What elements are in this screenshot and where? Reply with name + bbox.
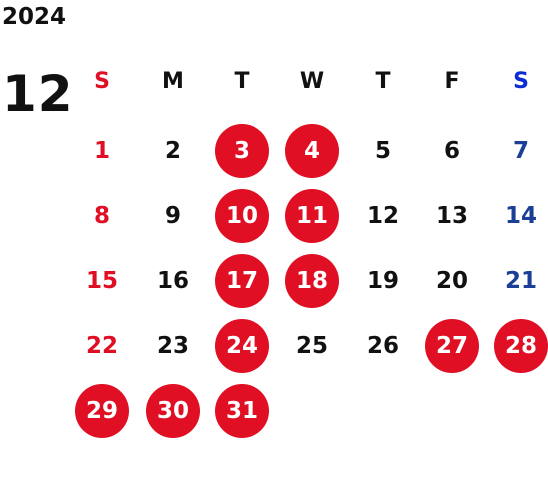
day-8[interactable]: 8: [93, 203, 110, 229]
month-label: 12: [2, 65, 74, 123]
day-6[interactable]: 6: [443, 138, 460, 164]
day-13[interactable]: 13: [435, 203, 468, 229]
day-19[interactable]: 19: [366, 268, 399, 294]
weekday-tuesday: T: [234, 68, 250, 94]
day-28[interactable]: 28: [494, 319, 548, 373]
day-27[interactable]: 27: [425, 319, 479, 373]
day-17[interactable]: 17: [215, 254, 269, 308]
day-12[interactable]: 12: [366, 203, 399, 229]
weekday-saturday: S: [513, 68, 529, 94]
day-21[interactable]: 21: [504, 268, 537, 294]
weekday-thursday: T: [375, 68, 391, 94]
day-30[interactable]: 30: [146, 384, 200, 438]
weekday-sunday: S: [94, 68, 110, 94]
day-26[interactable]: 26: [366, 333, 399, 359]
day-1[interactable]: 1: [93, 138, 110, 164]
day-31[interactable]: 31: [215, 384, 269, 438]
day-9[interactable]: 9: [164, 203, 181, 229]
weekday-wednesday: W: [299, 68, 325, 94]
day-3[interactable]: 3: [215, 124, 269, 178]
day-5[interactable]: 5: [374, 138, 391, 164]
day-2[interactable]: 2: [164, 138, 181, 164]
day-11[interactable]: 11: [285, 189, 339, 243]
day-16[interactable]: 16: [156, 268, 189, 294]
day-29[interactable]: 29: [75, 384, 129, 438]
day-20[interactable]: 20: [435, 268, 468, 294]
day-15[interactable]: 15: [85, 268, 118, 294]
weekday-friday: F: [444, 68, 460, 94]
day-22[interactable]: 22: [85, 333, 118, 359]
day-25[interactable]: 25: [295, 333, 328, 359]
day-23[interactable]: 23: [156, 333, 189, 359]
day-10[interactable]: 10: [215, 189, 269, 243]
day-24[interactable]: 24: [215, 319, 269, 373]
day-14[interactable]: 14: [504, 203, 537, 229]
year-label: 2024: [2, 4, 67, 30]
day-7[interactable]: 7: [512, 138, 529, 164]
weekday-monday: M: [162, 68, 184, 94]
day-4[interactable]: 4: [285, 124, 339, 178]
day-18[interactable]: 18: [285, 254, 339, 308]
